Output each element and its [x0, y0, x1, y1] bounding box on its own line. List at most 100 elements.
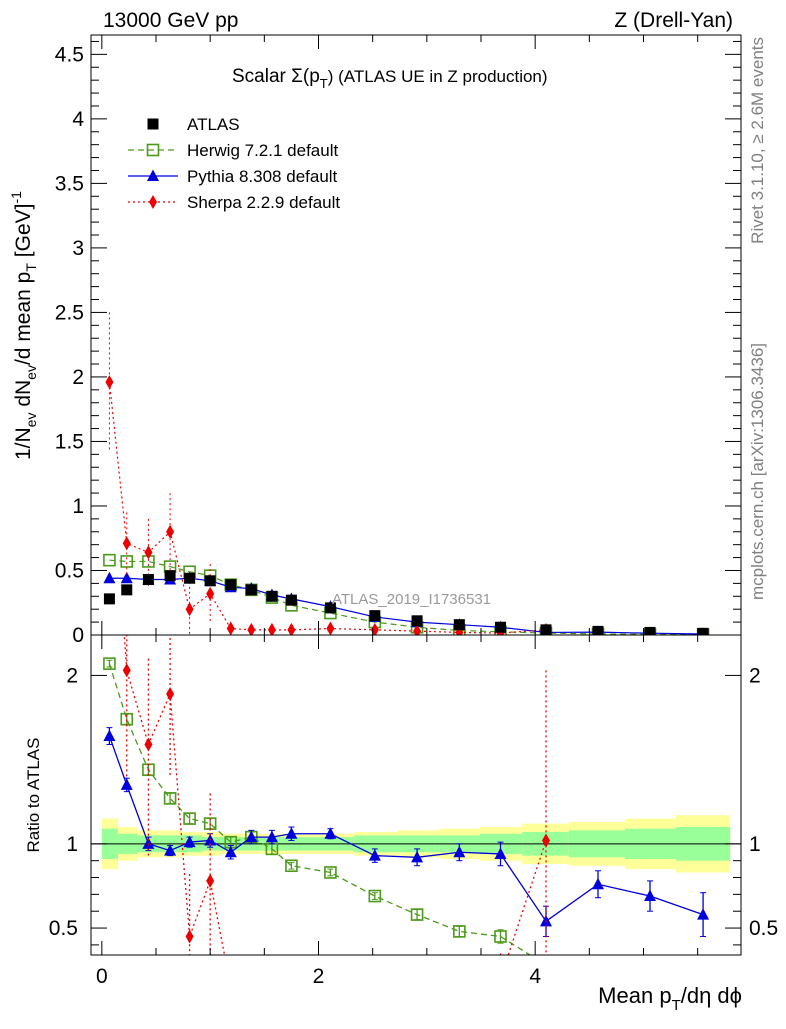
point-sherpa — [413, 624, 422, 635]
ratio-point-pythia — [644, 889, 656, 902]
legend-label-herwig: Herwig 7.2.1 default — [187, 141, 338, 160]
ratio-point-sherpa — [287, 985, 295, 999]
ratio-point-pythia — [453, 845, 466, 858]
ratio-point-sherpa — [268, 985, 276, 999]
ratio-point-pythia — [164, 844, 177, 856]
point-data — [592, 625, 604, 635]
ratio-y-tick-label-right: 2 — [749, 664, 761, 687]
main-title: Scalar Σ(pT) (ATLAS UE in Z production) — [232, 66, 548, 91]
point-sherpa — [185, 602, 194, 617]
ratio-point-sherpa — [227, 980, 235, 994]
ratio-point-herwig — [494, 930, 507, 943]
xlabel-sub: T — [672, 997, 681, 1014]
ratio-point-pythia — [368, 849, 381, 861]
legend-label-data: ATLAS — [187, 115, 240, 134]
ratio-point-sherpa — [185, 929, 194, 944]
ratio-point-sherpa — [166, 686, 175, 701]
point-data — [164, 570, 176, 582]
point-data — [204, 575, 216, 587]
ratio-y-tick-label: 2 — [66, 664, 78, 687]
point-data — [324, 602, 336, 614]
point-pythia — [103, 571, 116, 584]
title-sub: T — [320, 76, 328, 91]
y-tick-label: 0 — [72, 624, 84, 647]
point-data — [245, 584, 257, 596]
point-sherpa — [122, 536, 131, 551]
ratio-point-herwig — [541, 960, 552, 971]
ratio-point-sherpa — [122, 663, 131, 678]
y-tick-label: 2 — [72, 366, 84, 389]
series-line-sherpa — [108, 382, 547, 634]
point-sherpa — [455, 625, 464, 635]
ratio-panel-frame — [90, 634, 742, 956]
mcplots-label: mcplots.cern.ch [arXiv:1306.3436] — [748, 343, 767, 600]
ratio-ylabel: Ratio to ATLAS — [24, 738, 43, 853]
y-tick-label: 1.5 — [55, 430, 84, 453]
ratio-point-pythia — [245, 830, 258, 843]
legend-marker-data — [147, 118, 159, 130]
point-sherpa — [267, 622, 276, 635]
point-data — [540, 624, 552, 635]
x-tick-label: 2 — [313, 965, 325, 988]
xlabel: Mean pT/dη dϕ — [598, 983, 742, 1014]
point-data — [121, 584, 133, 596]
point-sherpa — [247, 622, 256, 635]
header-right-label: Z (Drell-Yan) — [614, 9, 733, 32]
title-suffix: ) (ATLAS UE in Z production) — [328, 67, 548, 86]
y-tick-label: 2.5 — [55, 301, 84, 324]
point-sherpa — [105, 375, 114, 390]
point-data — [266, 590, 278, 602]
ratio-point-sherpa — [371, 988, 379, 1002]
main-panel-marks — [103, 312, 710, 635]
ratio-point-sherpa — [455, 988, 463, 1002]
ratio-line-sherpa — [123, 635, 547, 955]
point-data — [495, 621, 506, 633]
ratio-y-tick-label: 1 — [66, 833, 78, 856]
ratio-point-herwig — [453, 925, 466, 938]
legend: ATLAS Herwig 7.2.1 default Pythia 8.308 de… — [128, 115, 340, 212]
ratio-point-sherpa — [326, 988, 334, 1002]
ratio-point-pythia — [494, 847, 507, 859]
ratio-point-sherpa — [413, 988, 421, 1002]
ratio-point-herwig — [103, 657, 116, 670]
ratio-point-pythia — [120, 778, 133, 790]
ratio-point-sherpa — [206, 873, 215, 888]
xlabel-suffix: /dη dϕ — [681, 983, 742, 1008]
point-pythia — [120, 571, 133, 584]
ratio-point-herwig — [285, 859, 298, 873]
ratio-point-herwig — [324, 866, 337, 879]
point-data — [644, 626, 656, 635]
ratio-point-herwig — [163, 792, 177, 805]
ratio-point-pythia — [324, 827, 337, 839]
ratio-y-tick-label: 0.5 — [49, 917, 78, 940]
point-data — [225, 579, 237, 591]
axes-ticks: 0 2 4 0 0.5 1 1.5 2 2.5 3 3.5 4 4.5 0.5 0.5 1 1 2 2 — [49, 35, 778, 988]
legend-marker-sherpa — [149, 195, 157, 209]
header-left-label: 13000 GeV pp — [103, 9, 238, 32]
ratio-y-tick-label-right: 0.5 — [749, 917, 778, 940]
point-data — [285, 594, 297, 606]
point-sherpa — [287, 622, 296, 635]
ratio-point-pythia — [224, 845, 237, 858]
point-data — [697, 627, 709, 635]
ratio-point-pythia — [697, 908, 710, 920]
point-herwig — [103, 553, 116, 567]
analysis-watermark: ATLAS_2019_I1736531 — [332, 591, 491, 608]
legend-label-sherpa: Sherpa 2.2.9 default — [187, 193, 340, 212]
point-sherpa — [206, 586, 215, 601]
point-data — [184, 572, 196, 584]
ratio-point-pythia — [592, 877, 604, 890]
ratio-point-pythia — [183, 835, 196, 848]
rivet-version-label: Rivet 3.1.10, ≥ 2.6M events — [748, 37, 767, 244]
y-tick-label: 3 — [72, 237, 84, 260]
x-tick-label: 0 — [96, 965, 108, 988]
ratio-y-tick-label-right: 1 — [749, 833, 761, 856]
title-prefix: Scalar Σ(p — [232, 66, 320, 87]
y-tick-label: 1 — [72, 495, 84, 518]
main-ylabel: 1/Nev dNev/d mean pT [GeV]-1 — [8, 191, 39, 460]
y-tick-label: 0.5 — [55, 559, 84, 582]
point-sherpa — [166, 524, 175, 539]
ratio-point-sherpa — [144, 737, 153, 752]
y-tick-label: 4 — [72, 108, 84, 131]
